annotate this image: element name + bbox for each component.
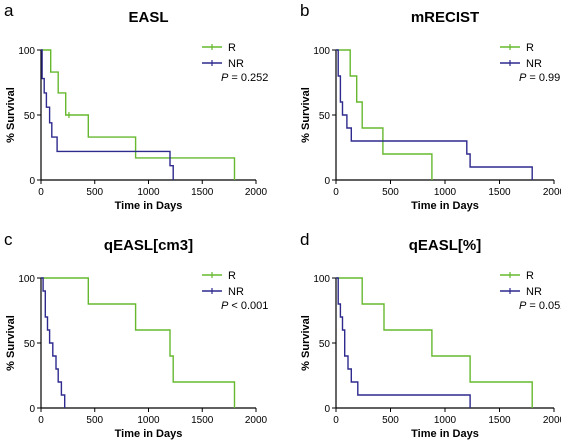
p-value-symbol: P (519, 300, 527, 312)
p-value-text: = 0.252 (228, 72, 268, 84)
series-r-line (41, 277, 236, 408)
p-value-symbol: P (221, 72, 229, 84)
y-tick-label: 100 (18, 46, 35, 57)
y-tick-label: 0 (324, 176, 330, 187)
x-tick-label: 1500 (488, 187, 511, 198)
y-tick-label: 50 (319, 111, 331, 122)
x-tick-label: 2000 (245, 187, 268, 198)
y-tick-label: 0 (324, 404, 330, 415)
legend-label-nr: NR (228, 58, 244, 70)
p-value-symbol: P (519, 72, 527, 84)
p-value-label: P < 0.001 (221, 300, 268, 312)
panel-letter: a (4, 1, 14, 20)
y-axis-label: % Survival (300, 87, 312, 143)
x-tick-label: 1000 (434, 187, 457, 198)
p-value-text: < 0.001 (228, 300, 268, 312)
x-tick-label: 1500 (191, 415, 214, 426)
legend-label-nr: NR (526, 286, 542, 298)
x-axis-label: Time in Days (115, 200, 183, 212)
legend-label-nr: NR (526, 58, 542, 70)
p-value-symbol: P (221, 300, 229, 312)
y-tick-label: 0 (29, 176, 35, 187)
x-tick-label: 0 (38, 187, 44, 198)
x-axis-label: Time in Days (411, 428, 479, 440)
p-value-label: P = 0.052 (519, 300, 561, 312)
p-value-label: P = 0.99 (519, 72, 560, 84)
x-tick-label: 500 (86, 415, 103, 426)
y-axis-label: % Survival (5, 87, 17, 143)
chart-title: qEASL[%] (409, 237, 482, 254)
series-nr-line (336, 49, 533, 180)
p-value-text: = 0.052 (526, 300, 561, 312)
x-tick-label: 0 (333, 415, 339, 426)
legend-label-r: R (228, 270, 236, 282)
p-value-label: P = 0.252 (221, 72, 268, 84)
series-nr-line (41, 277, 66, 408)
x-tick-label: 2000 (543, 187, 561, 198)
series-r-line (336, 277, 533, 408)
x-axis-label: Time in Days (115, 428, 183, 440)
chart-title: qEASL[cm3] (104, 237, 193, 254)
legend-label-r: R (526, 270, 534, 282)
panel-letter: d (300, 230, 309, 249)
panel-b: bmRECIST0501000500100015002000Time in Da… (300, 1, 561, 212)
chart-title: EASL (128, 9, 168, 26)
legend-label-r: R (228, 42, 236, 54)
legend-label-r: R (526, 42, 534, 54)
x-tick-label: 1000 (137, 415, 160, 426)
y-tick-label: 50 (24, 111, 36, 122)
y-tick-label: 100 (313, 46, 330, 57)
y-tick-label: 0 (29, 404, 35, 415)
x-tick-label: 1500 (191, 187, 214, 198)
legend-label-nr: NR (228, 286, 244, 298)
series-nr-line (336, 277, 471, 408)
y-axis-label: % Survival (300, 315, 312, 371)
y-axis-label: % Survival (5, 315, 17, 371)
x-tick-label: 1000 (137, 187, 160, 198)
series-r-line (41, 49, 236, 180)
panel-letter: c (4, 230, 13, 249)
x-tick-label: 1000 (434, 415, 457, 426)
x-tick-label: 500 (86, 187, 103, 198)
x-tick-label: 2000 (245, 415, 268, 426)
panel-letter: b (300, 1, 309, 20)
p-value-text: = 0.99 (526, 72, 560, 84)
x-axis-label: Time in Days (411, 200, 479, 212)
chart-title: mRECIST (411, 9, 479, 26)
y-tick-label: 50 (24, 339, 36, 350)
y-tick-label: 50 (319, 339, 331, 350)
series-nr-line (41, 49, 174, 180)
series-r-line (336, 49, 433, 180)
y-tick-label: 100 (313, 274, 330, 285)
x-tick-label: 2000 (543, 415, 561, 426)
x-tick-label: 500 (382, 187, 399, 198)
x-tick-label: 0 (333, 187, 339, 198)
x-tick-label: 500 (382, 415, 399, 426)
y-tick-label: 100 (18, 274, 35, 285)
x-tick-label: 0 (38, 415, 44, 426)
x-tick-label: 1500 (488, 415, 511, 426)
